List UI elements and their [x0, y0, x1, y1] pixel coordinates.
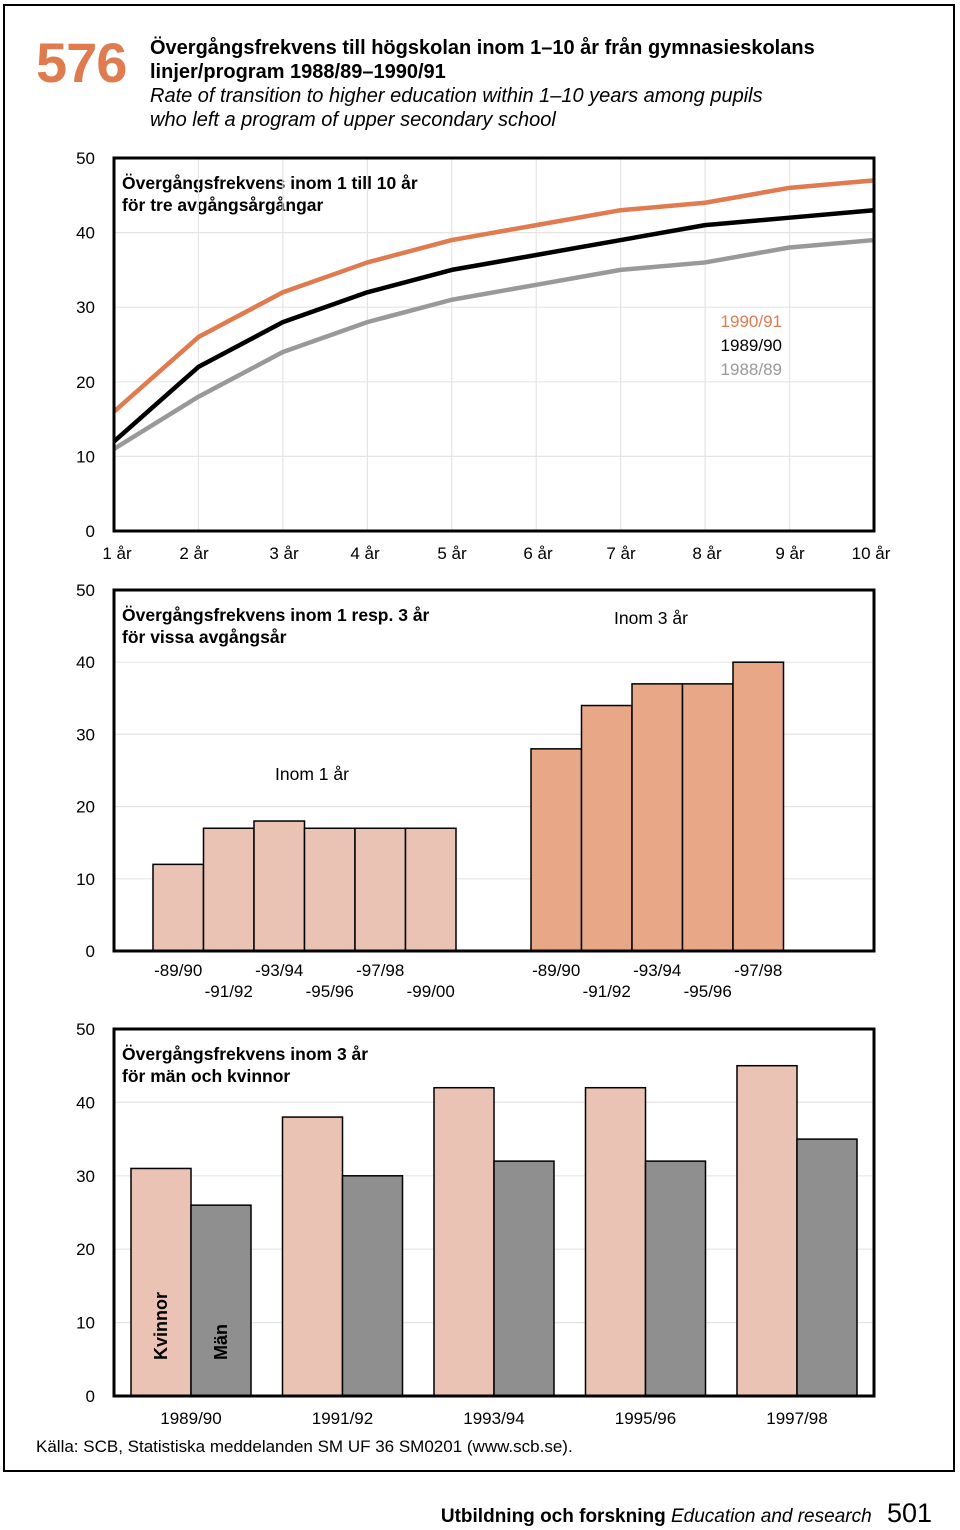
panel-title-line2: för vissa avgångsår [122, 627, 287, 647]
bar-Män-1995/96 [644, 1160, 707, 1397]
bar-Kvinnor-1993/94 [433, 1086, 495, 1397]
x-tick-label: -93/94 [633, 961, 681, 980]
x-tick-label: 2 år [179, 544, 209, 563]
group-label: Inom 3 år [614, 608, 688, 628]
y-tick-label: 50 [76, 1020, 95, 1039]
y-tick-label: 20 [76, 373, 95, 392]
y-tick-label: 50 [76, 581, 95, 600]
bar-Inom 1 år--95/96 [303, 827, 356, 952]
bar-Inom 3 år--91/92 [580, 704, 633, 952]
x-tick-label: -91/92 [205, 982, 253, 1001]
bar-Inom 3 år--95/96 [681, 683, 734, 952]
legend-entry: 1989/90 [721, 336, 782, 355]
panel-title-line2: för män och kvinnor [122, 1066, 290, 1086]
y-tick-label: 20 [76, 798, 95, 817]
bar-Inom 3 år--97/98 [732, 661, 785, 952]
figure-title-swedish: Övergångsfrekvens till högskolan inom 1–… [150, 36, 930, 84]
y-tick-label: 50 [76, 149, 95, 168]
y-tick-label: 0 [86, 1387, 95, 1406]
x-tick-label: 1997/98 [766, 1409, 827, 1428]
x-tick-label: 5 år [437, 544, 467, 563]
y-tick-label: 10 [76, 1314, 95, 1333]
bar-Män-1991/92 [341, 1175, 404, 1397]
x-tick-label: 1993/94 [463, 1409, 524, 1428]
footer-section-en: Education and research [670, 1506, 872, 1527]
bar-Inom 1 år--91/92 [202, 827, 255, 952]
x-tick-label: -93/94 [255, 961, 303, 980]
bar-Inom 1 år--93/94 [253, 820, 306, 952]
panel-title-line2: för tre avgångsårgångar [122, 195, 323, 215]
x-tick-label: -97/98 [734, 961, 782, 980]
x-tick-label: 7 år [606, 544, 636, 563]
y-tick-label: 10 [76, 870, 95, 889]
bar-Män-1993/94 [493, 1160, 555, 1397]
x-tick-label: -97/98 [356, 961, 404, 980]
bar-Kvinnor-1991/92 [281, 1116, 344, 1397]
title-sv-line2: linjer/program 1988/89–1990/91 [150, 61, 446, 83]
figure-number: 576 [36, 31, 127, 94]
y-tick-label: 40 [76, 1093, 95, 1112]
x-tick-label: 10 år [852, 544, 891, 563]
x-tick-label: -89/90 [154, 961, 202, 980]
x-tick-label: -99/00 [407, 982, 455, 1001]
y-tick-label: 0 [86, 942, 95, 961]
y-tick-label: 10 [76, 447, 95, 466]
y-tick-label: 40 [76, 653, 95, 672]
figure-frame [3, 4, 955, 1472]
bar-Inom 1 år--89/90 [152, 863, 205, 952]
legend-entry: 1988/89 [721, 360, 782, 379]
y-tick-label: 30 [76, 725, 95, 744]
panel-title-line1: Övergångsfrekvens inom 1 resp. 3 år [122, 605, 430, 625]
bar-Kvinnor-1989/90 [130, 1167, 192, 1397]
panel-2-border [112, 588, 876, 953]
y-tick-label: 20 [76, 1240, 95, 1259]
x-tick-label: 1995/96 [615, 1409, 676, 1428]
title-sv-line1: Övergångsfrekvens till högskolan inom 1–… [150, 37, 815, 59]
panel-title-line1: Övergångsfrekvens inom 3 år [122, 1044, 368, 1064]
x-tick-label: 1 år [102, 544, 132, 563]
series-line-1989/90 [112, 207, 875, 444]
bar-Inom 3 år--93/94 [631, 683, 684, 952]
footer-section-sv: Utbildning och forskning [440, 1506, 666, 1527]
y-tick-label: 30 [76, 298, 95, 317]
x-tick-label: 9 år [775, 544, 805, 563]
panel-title-line1: Övergångsfrekvens inom 1 till 10 år [122, 173, 418, 193]
x-tick-label: 6 år [523, 544, 553, 563]
title-en-line2: who left a program of upper secondary sc… [150, 109, 556, 131]
bar-Män-1989/90 [190, 1204, 252, 1397]
bar-Inom 3 år--89/90 [530, 748, 583, 952]
bar-Inom 1 år--97/98 [354, 827, 407, 952]
bar-Män-1997/98 [796, 1138, 858, 1397]
x-tick-label: 1991/92 [312, 1409, 373, 1428]
panel-3-border [112, 1027, 876, 1398]
page-footer: Utbildning och forskning Education and r… [441, 1498, 932, 1529]
y-tick-label: 0 [86, 522, 95, 541]
legend-entry: 1990/91 [721, 312, 782, 331]
series-line-1988/89 [112, 237, 875, 451]
series-label: Män [211, 1324, 231, 1360]
title-en-line1: Rate of transition to higher education w… [150, 85, 763, 107]
x-tick-label: -95/96 [306, 982, 354, 1001]
x-tick-label: 1989/90 [160, 1409, 221, 1428]
x-tick-label: 4 år [350, 544, 380, 563]
series-label: Kvinnor [151, 1292, 171, 1360]
x-tick-label: -95/96 [684, 982, 732, 1001]
group-label: Inom 1 år [275, 764, 349, 784]
bar-Kvinnor-1995/96 [584, 1086, 647, 1397]
panel-1-border [112, 156, 876, 533]
bar-Inom 1 år--99/00 [404, 827, 457, 952]
x-tick-label: -89/90 [532, 961, 580, 980]
series-line-1990/91 [112, 178, 875, 414]
bar-Kvinnor-1997/98 [736, 1064, 798, 1397]
y-tick-label: 30 [76, 1167, 95, 1186]
x-tick-label: 8 år [692, 544, 722, 563]
figure-title-english: Rate of transition to higher education w… [150, 84, 930, 132]
page-number: 501 [886, 1498, 932, 1528]
x-tick-label: 3 år [269, 544, 299, 563]
y-tick-label: 40 [76, 224, 95, 243]
source-note: Källa: SCB, Statistiska meddelanden SM U… [36, 1437, 573, 1456]
x-tick-label: -91/92 [583, 982, 631, 1001]
